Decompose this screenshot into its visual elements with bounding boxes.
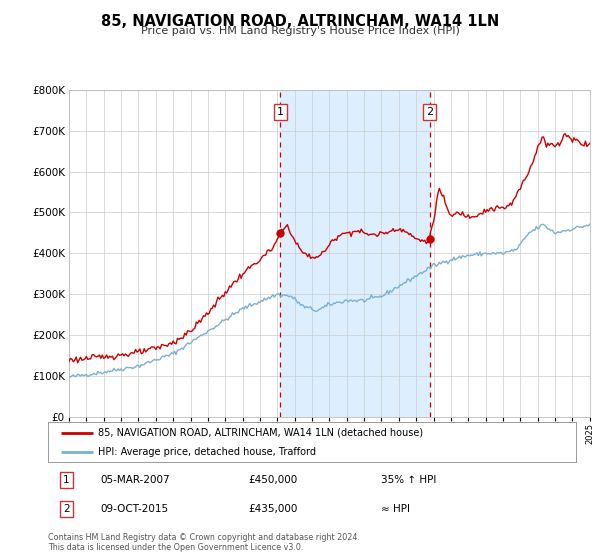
Text: 2: 2: [63, 503, 70, 514]
Text: 85, NAVIGATION ROAD, ALTRINCHAM, WA14 1LN: 85, NAVIGATION ROAD, ALTRINCHAM, WA14 1L…: [101, 14, 499, 29]
Text: 1: 1: [63, 475, 70, 486]
Text: ≈ HPI: ≈ HPI: [380, 503, 410, 514]
Text: Price paid vs. HM Land Registry's House Price Index (HPI): Price paid vs. HM Land Registry's House …: [140, 26, 460, 36]
Text: 05-MAR-2007: 05-MAR-2007: [101, 475, 170, 486]
Text: 35% ↑ HPI: 35% ↑ HPI: [380, 475, 436, 486]
Text: 09-OCT-2015: 09-OCT-2015: [101, 503, 169, 514]
Text: 85, NAVIGATION ROAD, ALTRINCHAM, WA14 1LN (detached house): 85, NAVIGATION ROAD, ALTRINCHAM, WA14 1L…: [98, 428, 423, 438]
Text: This data is licensed under the Open Government Licence v3.0.: This data is licensed under the Open Gov…: [48, 543, 304, 552]
Text: 1: 1: [277, 107, 284, 117]
Text: £435,000: £435,000: [248, 503, 298, 514]
Text: £450,000: £450,000: [248, 475, 298, 486]
Text: Contains HM Land Registry data © Crown copyright and database right 2024.: Contains HM Land Registry data © Crown c…: [48, 533, 360, 542]
Bar: [280, 90, 430, 417]
Text: 2: 2: [426, 107, 433, 117]
Text: HPI: Average price, detached house, Trafford: HPI: Average price, detached house, Traf…: [98, 446, 316, 456]
